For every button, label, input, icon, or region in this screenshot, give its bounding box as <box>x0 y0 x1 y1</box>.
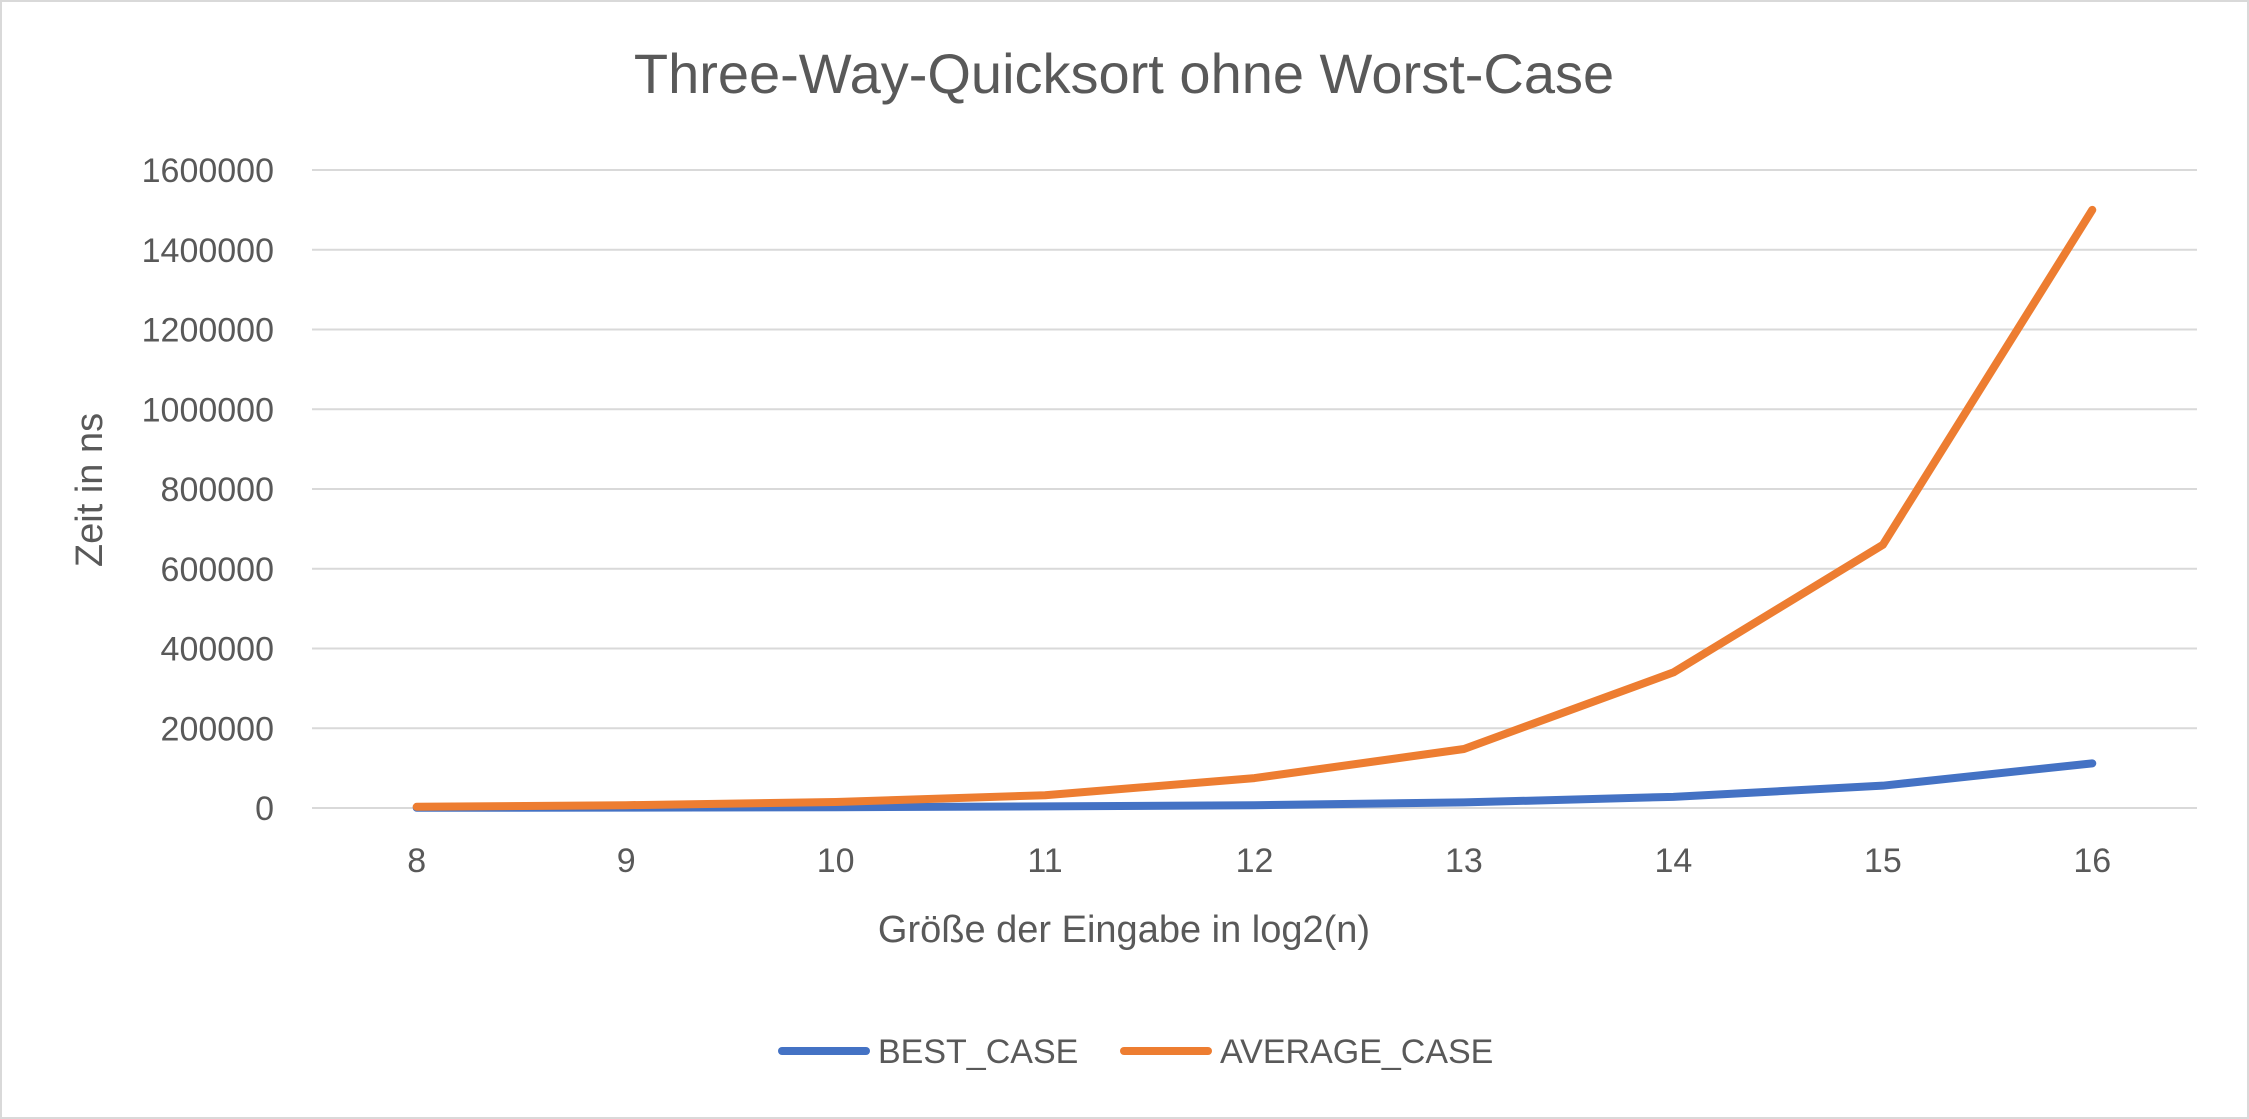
x-tick-label: 14 <box>1654 842 1692 880</box>
y-tick-label: 600000 <box>161 551 274 589</box>
x-tick-label: 15 <box>1864 842 1902 880</box>
y-tick-label: 1200000 <box>142 312 274 350</box>
y-tick-label: 400000 <box>161 631 274 669</box>
y-tick-label: 1400000 <box>142 232 274 270</box>
x-tick-label: 8 <box>407 842 426 880</box>
y-axis-ticks: 0 200000 400000 600000 800000 1000000 1200000 1… <box>142 152 274 828</box>
x-tick-label: 13 <box>1445 842 1483 880</box>
x-axis-title: Größe der Eingabe in log2(n) <box>878 909 1370 951</box>
x-tick-label: 10 <box>817 842 855 880</box>
x-tick-label: 16 <box>2073 842 2111 880</box>
legend: BEST_CASE AVERAGE_CASE <box>778 1033 1493 1071</box>
x-tick-label: 11 <box>1027 842 1062 880</box>
y-tick-label: 200000 <box>161 710 274 748</box>
legend-label: AVERAGE_CASE <box>1220 1033 1493 1071</box>
legend-label: BEST_CASE <box>878 1033 1078 1071</box>
y-axis-title: Zeit in ns <box>69 413 111 567</box>
series-line-average-case <box>412 205 2097 811</box>
y-tick-label: 1600000 <box>142 152 274 190</box>
x-axis-ticks: 8 9 10 11 12 13 14 15 16 <box>407 842 2111 880</box>
x-tick-label: 9 <box>617 842 636 880</box>
x-tick-label: 12 <box>1236 842 1274 880</box>
series-lines <box>412 205 2097 812</box>
y-tick-label: 0 <box>255 790 274 828</box>
chart-title: Three-Way-Quicksort ohne Worst-Case <box>634 42 1614 105</box>
y-tick-label: 1000000 <box>142 391 274 429</box>
y-tick-label: 800000 <box>161 471 274 509</box>
